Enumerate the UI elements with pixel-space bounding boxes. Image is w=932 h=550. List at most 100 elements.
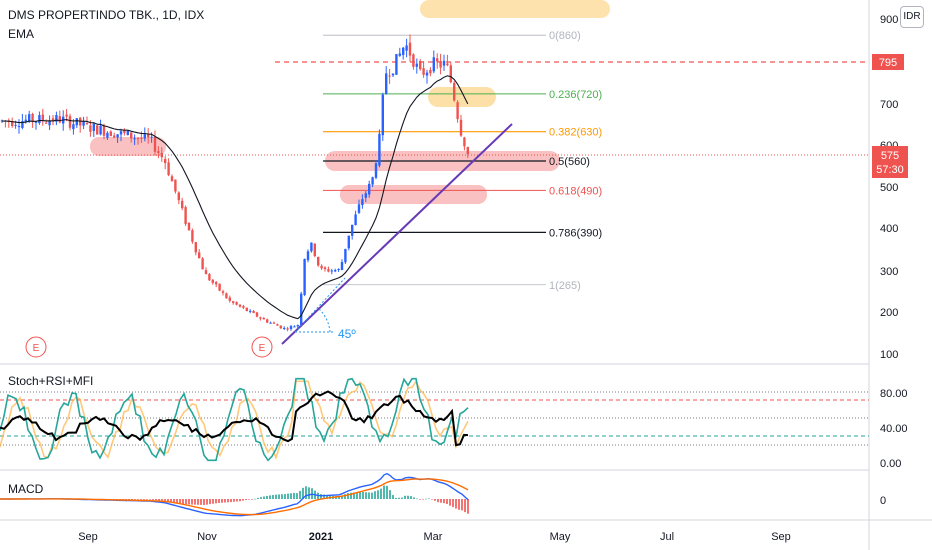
candle-body (347, 235, 350, 249)
macd-hist-bar (437, 499, 439, 503)
macd-hist-bar (125, 499, 127, 500)
macd-pane-label[interactable]: MACD (8, 482, 44, 496)
candle-body (303, 258, 306, 295)
macd-hist-bar (380, 488, 382, 499)
macd-hist-bar (359, 492, 361, 499)
candle-body (402, 47, 405, 56)
candle-body (425, 72, 429, 76)
candle-body (174, 179, 177, 192)
price-tick-100: 100 (880, 349, 898, 361)
macd-tick-0: 0 (880, 495, 886, 507)
earnings-markers[interactable]: E E (25, 336, 273, 358)
candle-body (211, 279, 214, 283)
candle-body (456, 102, 459, 120)
macd-hist-bar (161, 499, 163, 501)
macd-hist-bar (452, 499, 454, 508)
candle-body (422, 68, 425, 75)
candle-body (24, 119, 27, 122)
candle-body (140, 137, 143, 139)
macd-hist-bar (137, 499, 139, 500)
macd-hist-bar (434, 499, 436, 501)
highlight-zones[interactable] (90, 0, 610, 204)
candle-body (126, 130, 129, 136)
candle-body (28, 114, 31, 122)
macd-hist-bar (152, 499, 154, 500)
macd-hist-bar (227, 499, 229, 503)
candle-body (419, 60, 422, 70)
candle-body (167, 162, 170, 176)
time-axis[interactable]: Sep Nov 2021 Mar May Jul Sep (78, 531, 791, 543)
candle-body (385, 73, 388, 94)
candle-body (106, 132, 109, 138)
fibonacci-retracement[interactable]: 0(860) 0.236(720) 0.382(630) 0.5(560) 0.618(… (323, 30, 602, 292)
ema-legend[interactable]: EMA (8, 27, 35, 41)
candle-body (286, 328, 289, 330)
candle-body (201, 258, 204, 270)
macd-hist-bar (464, 499, 466, 513)
candle-body (432, 57, 435, 72)
macd-hist-bar (272, 494, 274, 499)
earnings-marker-label: E (33, 343, 40, 354)
candle-body (327, 269, 330, 272)
macd-hist-bar (323, 494, 325, 499)
candle-body (38, 115, 41, 124)
macd-hist-bar (416, 498, 418, 500)
candle-body (391, 73, 395, 76)
candle-body (374, 163, 378, 178)
candle-body (45, 122, 48, 124)
macd-hist-bar (425, 498, 427, 500)
macd-hist-bar (356, 492, 358, 499)
macd-hist-bar (440, 499, 442, 503)
macd-hist-bar (284, 494, 286, 499)
stoch-tick-80: 80.00 (880, 388, 908, 400)
macd-hist-bar (419, 499, 421, 500)
candle-body (300, 293, 303, 325)
candle-body (320, 265, 323, 269)
candle-body (221, 291, 225, 293)
candle-body (58, 116, 61, 123)
candle-body (96, 125, 99, 135)
macd-pane[interactable]: 0 (0, 472, 886, 517)
candle-body (208, 274, 211, 281)
macd-hist-bar (146, 499, 148, 500)
earnings-marker-2[interactable]: E (251, 336, 273, 358)
macd-hist-bar (413, 497, 415, 499)
price-axis[interactable]: 900 700 600 500 400 300 200 100 795 575 … (872, 14, 908, 361)
highlight-top (420, 0, 610, 18)
mfi-line (0, 390, 469, 447)
horizontal-lines[interactable] (0, 61, 869, 156)
fib-label-1: 1(265) (549, 280, 581, 292)
macd-hist-bar (395, 497, 397, 499)
macd-hist-bar (341, 495, 343, 499)
candle-body (354, 214, 357, 226)
candle-body (82, 121, 85, 126)
macd-hist-bar (176, 499, 178, 504)
last-price-badge (872, 146, 908, 178)
time-tick-sep2: Sep (771, 531, 791, 543)
currency-badge[interactable]: IDR (900, 6, 924, 28)
macd-hist-bar (350, 492, 352, 499)
stoch-pane-label[interactable]: Stoch+RSI+MFI (8, 374, 94, 388)
macd-hist-bar (128, 499, 130, 500)
candle-body (368, 183, 371, 195)
candle-body (466, 147, 469, 154)
macd-hist-bar (401, 497, 403, 499)
stoch-rsi-mfi-pane[interactable]: 80.00 40.00 0.00 (0, 377, 908, 470)
candle-body (113, 135, 116, 138)
candle-body (72, 124, 75, 130)
macd-hist-bar (230, 499, 232, 503)
candle-body (238, 304, 242, 307)
earnings-marker-1[interactable]: E (25, 336, 47, 358)
candle-body (293, 326, 296, 328)
candle-body (262, 318, 265, 320)
symbol-title[interactable]: DMS PROPERTINDO TBK., 1D, IDX (8, 8, 205, 22)
candle-body (361, 199, 364, 206)
candle-body (395, 54, 398, 75)
trend-drawing[interactable]: 45º (281, 123, 513, 345)
candle-body (439, 61, 442, 68)
macd-hist-bar (458, 499, 460, 510)
candle-body (143, 133, 146, 139)
macd-hist-bar (260, 497, 262, 499)
